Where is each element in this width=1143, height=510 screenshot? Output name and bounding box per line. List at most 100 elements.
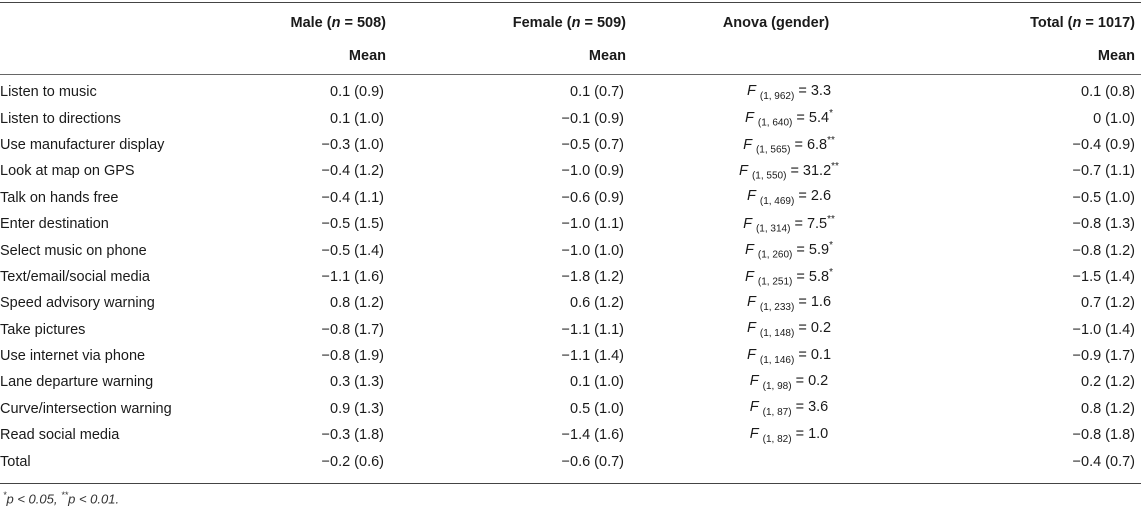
cell-total: 0.7 (1.2)	[1081, 295, 1135, 312]
table-row: Lane departure warning 0.3 (1.3) 0.1 (1.0)…	[0, 369, 1141, 395]
cell-anova: F (1, 260) = 5.9*	[745, 240, 833, 261]
cell-total: −0.7 (1.1)	[1072, 163, 1135, 180]
cell-anova: F (1, 233) = 1.6	[746, 293, 832, 313]
table-row: Listen to directions 0.1 (1.0) −0.1 (0.9) F…	[0, 105, 1141, 131]
row-label: Enter destination	[0, 216, 109, 233]
row-label: Speed advisory warning	[0, 295, 155, 312]
cell-total: 0 (1.0)	[1093, 110, 1135, 127]
cell-male: 0.1 (0.9)	[330, 84, 384, 101]
cell-female: 0.1 (1.0)	[570, 374, 624, 391]
cell-anova: F (1, 251) = 5.8*	[745, 266, 833, 288]
cell-female: −1.0 (1.0)	[561, 242, 624, 259]
cell-male: −0.3 (1.8)	[321, 427, 384, 444]
col-anova-header: Anova (gender)	[722, 15, 830, 31]
row-label: Listen to directions	[0, 110, 121, 127]
table-row: Look at map on GPS −0.4 (1.2) −1.0 (0.9) F …	[0, 158, 1141, 184]
cell-male: −0.4 (1.1)	[321, 189, 384, 206]
table-row: Enter destination −0.5 (1.5) −1.0 (1.1) F (…	[0, 211, 1141, 237]
row-label: Text/email/social media	[0, 268, 150, 285]
table-row: Curve/intersection warning 0.9 (1.3) 0.5 (…	[0, 396, 1141, 422]
cell-female: −1.0 (0.9)	[561, 163, 624, 180]
cell-anova: F (1, 469) = 2.6	[746, 188, 832, 208]
cell-male: −1.1 (1.6)	[321, 268, 384, 285]
header-blank	[0, 4, 230, 40]
row-label: Read social media	[0, 427, 120, 444]
table-row: Speed advisory warning 0.8 (1.2) 0.6 (1.2)…	[0, 290, 1141, 316]
col-male-subheader: Mean	[348, 48, 386, 64]
table-row: Listen to music 0.1 (0.9) 0.1 (0.7) F (1, 9…	[0, 79, 1141, 105]
cell-female: −1.1 (1.1)	[561, 321, 624, 338]
col-female-header: Female (n = 509)	[512, 15, 626, 31]
row-label: Listen to music	[0, 84, 97, 101]
header-rule	[0, 74, 1141, 75]
table-row: Select music on phone −0.5 (1.4) −1.0 (1.0…	[0, 237, 1141, 263]
cell-male: −0.3 (1.0)	[321, 136, 384, 153]
table-row: Text/email/social media −1.1 (1.6) −1.8 (1…	[0, 264, 1141, 290]
row-label: Curve/intersection warning	[0, 400, 172, 417]
cell-male: 0.8 (1.2)	[330, 295, 384, 312]
cell-anova: F (1, 87) = 3.6	[749, 399, 829, 419]
cell-total: −1.5 (1.4)	[1072, 268, 1135, 285]
cell-total: 0.2 (1.2)	[1081, 374, 1135, 391]
cell-female: −1.1 (1.4)	[561, 348, 624, 365]
row-label: Use manufacturer display	[0, 136, 165, 153]
cell-male: −0.8 (1.9)	[321, 348, 384, 365]
table-row: Take pictures −0.8 (1.7) −1.1 (1.1) F (1, 1…	[0, 317, 1141, 343]
cell-anova: F (1, 148) = 0.2	[746, 320, 832, 340]
col-male-header: Male (n = 508)	[290, 15, 387, 31]
cell-anova: F (1, 550) = 31.2**	[739, 161, 839, 182]
cell-total: 0.8 (1.2)	[1081, 400, 1135, 417]
cell-female: −0.5 (0.7)	[561, 136, 624, 153]
bottom-rule	[0, 483, 1141, 484]
row-label: Look at map on GPS	[0, 163, 135, 180]
cell-male: −0.5 (1.4)	[321, 242, 384, 259]
cell-anova: F (1, 82) = 1.0	[749, 425, 829, 445]
cell-anova: F (1, 640) = 5.4*	[745, 108, 833, 129]
cell-anova: F (1, 962) = 3.3	[746, 82, 832, 102]
cell-female: −1.4 (1.6)	[561, 427, 624, 444]
row-label: Take pictures	[0, 321, 86, 338]
cell-total: −0.8 (1.8)	[1072, 427, 1135, 444]
col-female-subheader: Mean	[588, 48, 626, 64]
cell-female: −1.0 (1.1)	[561, 216, 624, 233]
col-total-header: Total (n = 1017)	[1030, 15, 1135, 31]
cell-female: −0.6 (0.7)	[561, 453, 624, 470]
row-label: Select music on phone	[0, 242, 147, 259]
cell-male: −0.2 (0.6)	[321, 453, 384, 470]
cell-male: −0.5 (1.5)	[321, 216, 384, 233]
cell-anova: F (1, 146) = 0.1	[746, 346, 832, 366]
table-row: Talk on hands free −0.4 (1.1) −0.6 (0.9) F …	[0, 185, 1141, 211]
cell-total: 0.1 (0.8)	[1081, 84, 1135, 101]
cell-anova: F (1, 565) = 6.8**	[743, 134, 835, 156]
header-row: Male (n = 508) Female (n = 509) Anova (g…	[0, 4, 1141, 40]
cell-female: −0.6 (0.9)	[561, 189, 624, 206]
cell-male: −0.8 (1.7)	[321, 321, 384, 338]
table-row: Read social media −0.3 (1.8) −1.4 (1.6) F (…	[0, 422, 1141, 448]
cell-total: −0.9 (1.7)	[1072, 348, 1135, 365]
cell-female: −0.1 (0.9)	[561, 110, 624, 127]
cell-male: 0.9 (1.3)	[330, 400, 384, 417]
row-label: Use internet via phone	[0, 348, 146, 365]
cell-total: −0.5 (1.0)	[1072, 189, 1135, 206]
footnote: *p < 0.05, **p < 0.01.	[3, 490, 120, 507]
cell-male: −0.4 (1.2)	[321, 163, 384, 180]
table-row: Use internet via phone −0.8 (1.9) −1.1 (1.…	[0, 343, 1141, 369]
cell-male: 0.1 (1.0)	[330, 110, 384, 127]
cell-total: −0.8 (1.3)	[1072, 216, 1135, 233]
cell-female: 0.1 (0.7)	[570, 84, 624, 101]
cell-total: −0.8 (1.2)	[1072, 242, 1135, 259]
cell-female: 0.6 (1.2)	[570, 295, 624, 312]
table-row: Total −0.2 (0.6) −0.6 (0.7) −0.4 (0.7)	[0, 448, 1141, 474]
cell-anova	[626, 448, 926, 474]
cell-anova: F (1, 314) = 7.5**	[743, 213, 835, 235]
cell-male: 0.3 (1.3)	[330, 374, 384, 391]
row-label: Total	[0, 453, 31, 470]
col-total-subheader: Mean	[1097, 48, 1135, 64]
cell-anova: F (1, 98) = 0.2	[749, 373, 829, 392]
cell-female: 0.5 (1.0)	[570, 400, 624, 417]
cell-total: −0.4 (0.9)	[1072, 136, 1135, 153]
row-label: Lane departure warning	[0, 374, 154, 391]
subheader-row: Mean Mean Mean	[0, 40, 1141, 72]
top-rule	[0, 2, 1141, 3]
